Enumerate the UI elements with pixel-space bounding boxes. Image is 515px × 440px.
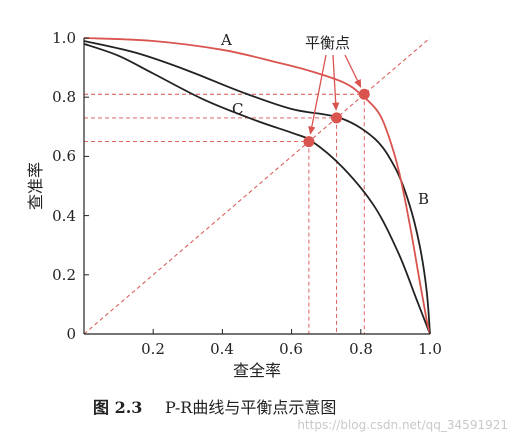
x-tick-label: 0.8: [349, 340, 373, 358]
break-even-point-a: [358, 88, 370, 100]
break-even-annotation: 平衡点: [305, 34, 350, 52]
x-tick-label: 0.2: [141, 340, 165, 358]
caption-text: P-R曲线与平衡点示意图: [165, 398, 336, 417]
break-even-points: [303, 88, 370, 148]
diagonal-reference-line: [83, 37, 431, 335]
curve-label-a: A: [220, 31, 232, 49]
x-tick-label: 1.0: [418, 340, 442, 358]
y-axis-title: 查准率: [26, 162, 45, 210]
curve-c: [83, 43, 431, 335]
curve-label-c: C: [232, 100, 243, 118]
break-even-guides: [84, 93, 365, 334]
y-tick-label: 0.4: [52, 207, 76, 225]
axis-ticks: [84, 37, 431, 335]
x-tick-label: 0.6: [279, 340, 303, 358]
y-tick-label: 0.2: [52, 266, 76, 284]
x-axis-title: 查全率: [233, 361, 281, 380]
diagonal-layer: [83, 37, 431, 335]
x-tick-label: 0.4: [210, 340, 234, 358]
y-tick-label: 1.0: [52, 29, 76, 47]
watermark: https://blog.csdn.net/qq_34591921: [297, 418, 508, 432]
y-tick-label: 0.8: [52, 88, 76, 106]
y-tick-label: 0.6: [52, 147, 76, 165]
curve-a: [83, 37, 431, 335]
break-even-point-b: [331, 112, 343, 124]
annotation-arrow: [332, 54, 340, 111]
annotation-arrow: [344, 54, 362, 88]
caption-number: 图 2.3: [93, 398, 142, 417]
annotation-arrow: [308, 54, 327, 135]
curve-label-b: B: [418, 190, 429, 208]
break-even-point-c: [303, 136, 315, 148]
curve-b: [83, 40, 431, 335]
curves: [83, 37, 431, 335]
annotation-arrows: [308, 54, 362, 135]
y-tick-label: 0: [66, 325, 76, 343]
